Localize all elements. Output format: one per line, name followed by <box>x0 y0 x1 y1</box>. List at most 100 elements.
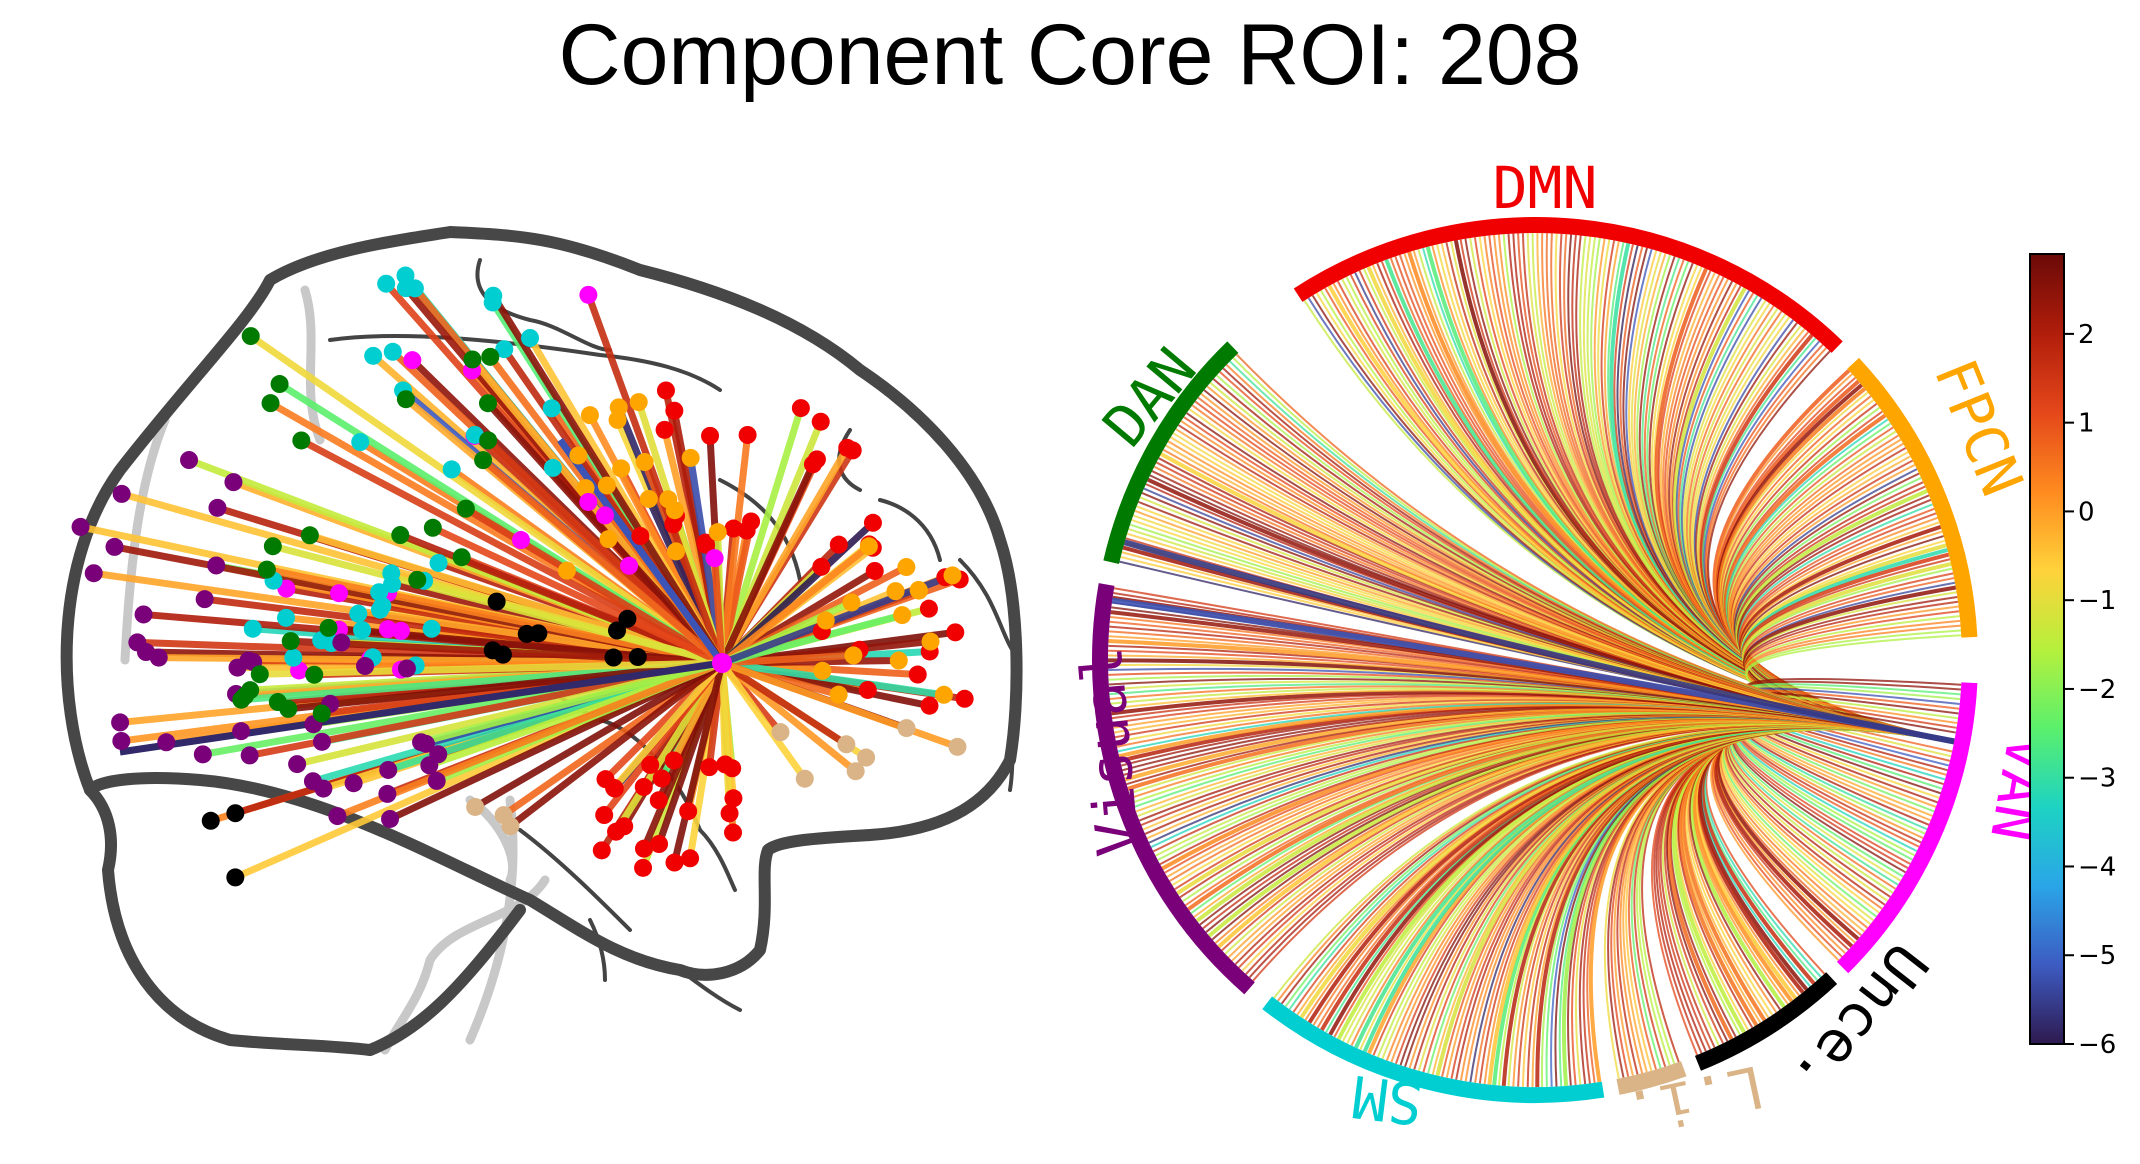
brain-node-Visual <box>312 732 331 751</box>
brain-node-DAN <box>261 394 280 413</box>
brain-node-FPCN <box>921 632 940 651</box>
brain-node-DMN <box>605 778 624 797</box>
colorbar-tick-label: −6 <box>2078 1030 2116 1060</box>
brain-node-DMN <box>656 381 675 400</box>
network-label-SM: SM <box>1349 1062 1427 1138</box>
brain-node-Visual <box>303 772 322 791</box>
brain-node-FPCN <box>893 606 912 625</box>
brain-node-DMN <box>665 853 684 872</box>
brain-node-DAN <box>319 618 338 637</box>
brain-node-SM <box>429 553 448 572</box>
brain-node-DMN <box>595 806 614 825</box>
brain-node-VAN <box>511 531 530 550</box>
brain-node-DAN <box>391 526 410 545</box>
brain-node-DMN <box>742 512 761 531</box>
brain-node-FPCN <box>612 459 631 478</box>
brain-node-DAN <box>279 699 298 718</box>
brain-node-FPCN <box>569 446 588 465</box>
brain-node-DAN <box>232 690 251 709</box>
connectogram-network-arcs <box>1092 217 1978 1103</box>
brain-edge <box>718 659 734 817</box>
brain-node-VAN <box>329 584 348 603</box>
brain-node-Visual <box>328 807 347 826</box>
brain-node-Li <box>771 723 790 742</box>
network-arc-SM <box>1262 996 1605 1103</box>
brain-node-FPCN <box>639 489 658 508</box>
brain-edge <box>711 554 726 667</box>
brain-node-Unce <box>604 648 623 667</box>
brain-node-SM <box>351 433 370 452</box>
brain-edge-strong <box>119 659 723 756</box>
brain-node-FPCN <box>934 685 953 704</box>
network-label-Li: L.i. <box>1619 1052 1770 1148</box>
brain-edge <box>333 659 726 820</box>
brain-node-DAN <box>456 499 475 518</box>
brain-node-Visual <box>356 657 375 676</box>
colorbar-tick-label: −1 <box>2078 586 2116 616</box>
brain-node-DMN <box>631 527 650 546</box>
brain-edge <box>718 460 817 667</box>
brain-node-Li <box>795 769 814 788</box>
brain-node-DAN <box>292 431 311 450</box>
brain-node-DMN <box>634 777 653 796</box>
brain-node-SM <box>277 608 296 627</box>
colorbar-bar <box>2029 253 2065 1045</box>
brain-node-SM <box>243 619 262 638</box>
brain-node-DMN <box>920 696 939 715</box>
brain-edge <box>670 659 726 764</box>
brain-node-DMN <box>724 519 743 538</box>
brain-node-DMN <box>811 412 830 431</box>
brain-node-Li <box>897 719 916 738</box>
brain-node-Visual <box>232 722 251 741</box>
brain-node-DAN <box>474 451 493 470</box>
brain-node-VAN <box>579 285 598 304</box>
brain-node-DMN <box>650 835 669 854</box>
brain-edge <box>429 524 726 667</box>
brain-node-DMN <box>665 401 684 420</box>
brain-edges <box>77 272 969 881</box>
brain-node-Visual <box>344 774 363 793</box>
brain-node-Visual <box>105 537 124 556</box>
brain-node-Li <box>857 748 876 767</box>
brain-node-SM <box>396 266 415 285</box>
brain-node-Visual <box>427 771 446 790</box>
brain-node-DMN <box>723 759 742 778</box>
network-arc-VAN <box>1836 682 1978 974</box>
brain-node-FPCN <box>599 530 618 549</box>
brain-node-DMN <box>829 535 848 554</box>
brain-node-SM <box>364 346 383 365</box>
brain-node-DAN <box>479 431 498 450</box>
brain-node-Visual <box>157 733 176 752</box>
network-arc-DMN <box>1293 217 1843 353</box>
brain-edge <box>610 659 726 792</box>
brain-node-DMN <box>649 791 668 810</box>
brain-node-DMN <box>919 599 938 618</box>
brain-node-FPCN <box>859 537 878 556</box>
brain-node-DAN <box>241 327 260 346</box>
brain-node-DMN <box>863 513 882 532</box>
brain-edge <box>718 659 809 783</box>
brain-outline <box>60 226 1023 1056</box>
brain-node-FPCN <box>909 581 928 600</box>
brain-edge <box>90 569 726 667</box>
brain-node-SM <box>284 648 303 667</box>
connectivity-chord <box>1235 353 1955 743</box>
brain-node-Visual <box>112 484 131 503</box>
brain-edge <box>718 444 851 667</box>
brain-node-DAN <box>463 350 482 369</box>
brain-node-SM <box>422 619 441 638</box>
brain-node-DAN <box>263 537 282 556</box>
brain-node-DMN <box>865 561 884 580</box>
brain-node-Unce <box>529 624 548 643</box>
brain-node-Visual <box>134 605 153 624</box>
brain-nodes <box>71 266 974 887</box>
brain-node-Visual <box>71 517 90 536</box>
brain-node-FPCN <box>609 398 628 417</box>
brain-node-FPCN <box>889 651 908 670</box>
brain-node-DAN <box>250 665 269 684</box>
brain-edge <box>718 659 961 751</box>
brain-node-SM <box>495 340 514 359</box>
brain-edge <box>718 542 873 667</box>
brain-node-DAN <box>396 390 415 409</box>
brain-edge <box>718 431 752 667</box>
